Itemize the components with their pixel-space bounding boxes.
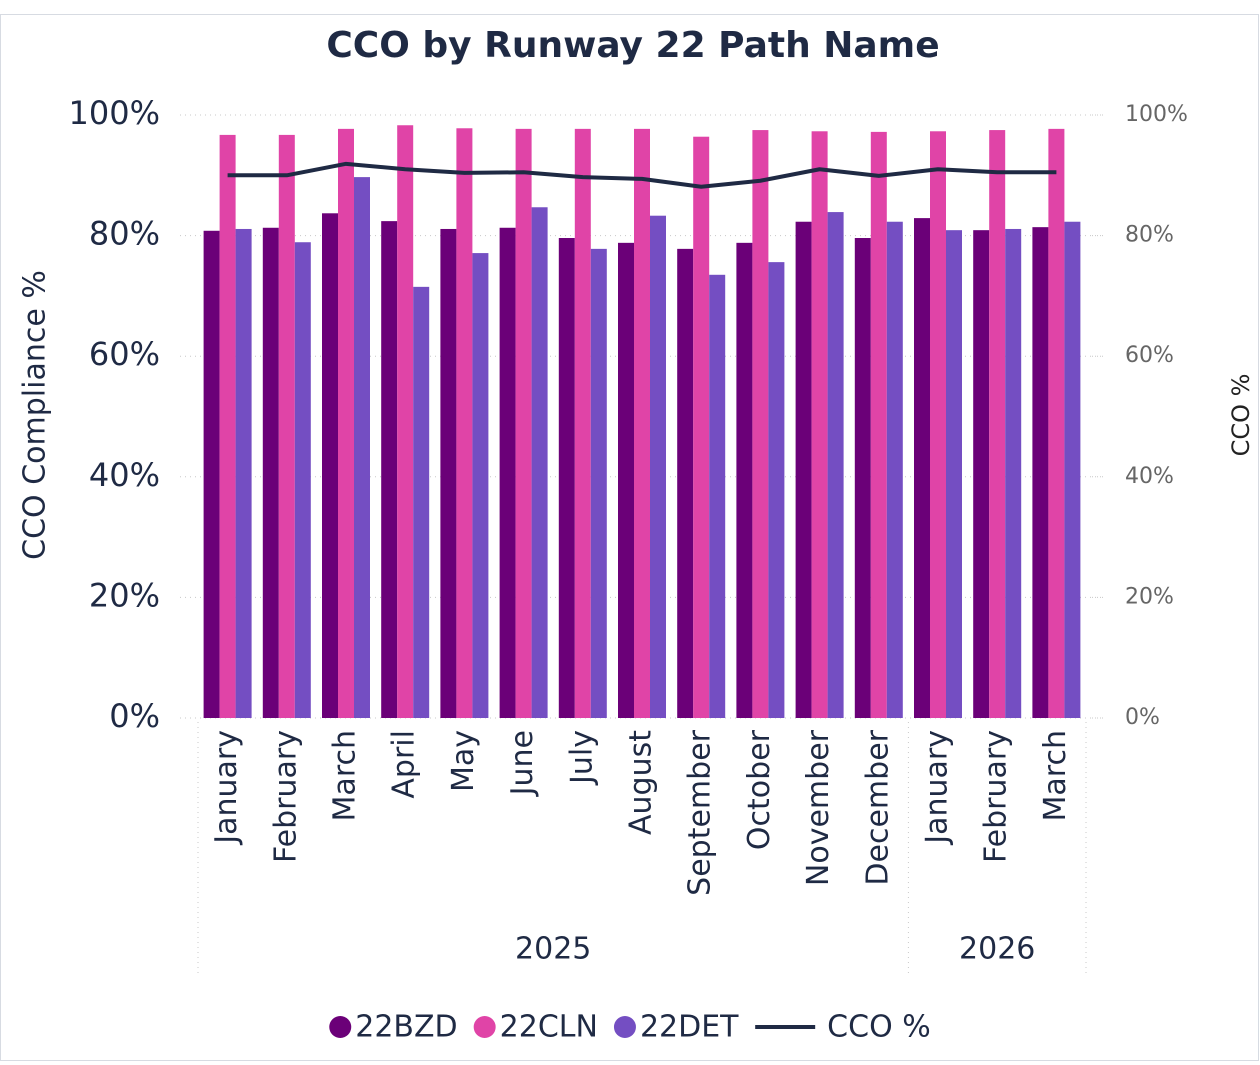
legend-label: 22BZD bbox=[355, 1010, 457, 1045]
x-tick-label: March bbox=[328, 730, 363, 821]
y2-tick-label: 60% bbox=[1125, 343, 1174, 368]
bar bbox=[930, 131, 946, 718]
legend-swatch bbox=[329, 1016, 352, 1038]
bar bbox=[634, 128, 650, 718]
bar bbox=[650, 215, 666, 719]
legend-label: CCO % bbox=[827, 1010, 931, 1045]
legend-swatch bbox=[473, 1016, 496, 1038]
bar bbox=[499, 227, 516, 719]
x-tick-label: April bbox=[387, 730, 422, 799]
bar bbox=[811, 131, 828, 718]
x-tick-label: January bbox=[209, 730, 244, 846]
legend-label: 22CLN bbox=[500, 1010, 598, 1045]
bar bbox=[472, 253, 489, 718]
bar bbox=[1048, 128, 1065, 718]
bar bbox=[1005, 228, 1022, 719]
x-tick-label: October bbox=[742, 729, 777, 850]
bar bbox=[736, 242, 753, 718]
bar bbox=[827, 212, 844, 718]
legend-item: 22CLN bbox=[473, 1010, 598, 1045]
y-tick-label: 40% bbox=[89, 456, 160, 494]
bar bbox=[515, 128, 532, 718]
legend-swatch bbox=[613, 1016, 636, 1038]
bar bbox=[618, 242, 634, 718]
bar bbox=[574, 128, 591, 718]
bar bbox=[1032, 227, 1049, 718]
y2-tick-label: 80% bbox=[1125, 223, 1174, 248]
bar bbox=[456, 128, 473, 719]
x-tick-label: June bbox=[505, 730, 540, 797]
chart-title: CCO by Runway 22 Path Name bbox=[326, 25, 939, 66]
bar bbox=[854, 238, 871, 718]
bar bbox=[989, 130, 1006, 718]
bar bbox=[946, 230, 962, 718]
bar bbox=[203, 230, 220, 718]
bar bbox=[338, 128, 354, 718]
bar bbox=[354, 177, 370, 718]
x-tick-label: March bbox=[1038, 730, 1073, 821]
bar bbox=[278, 134, 295, 719]
x-tick-label: December bbox=[860, 729, 895, 885]
bar bbox=[235, 228, 252, 719]
bar bbox=[914, 218, 930, 718]
bar bbox=[531, 207, 548, 718]
y2-tick-label: 20% bbox=[1125, 584, 1174, 609]
x-tick-label: August bbox=[624, 730, 659, 835]
y-tick-label: 0% bbox=[109, 697, 160, 735]
bar bbox=[973, 230, 990, 718]
x-tick-label: February bbox=[979, 730, 1014, 863]
bar bbox=[752, 130, 769, 718]
bar bbox=[768, 262, 785, 718]
x-tick-label: February bbox=[268, 730, 303, 863]
bar bbox=[381, 221, 398, 719]
y-tick-label: 20% bbox=[89, 576, 160, 614]
x-tick-label: November bbox=[801, 729, 836, 886]
bar bbox=[413, 286, 430, 718]
y2-tick-label: 0% bbox=[1125, 705, 1160, 730]
x-tick-label: September bbox=[683, 729, 718, 895]
bar bbox=[677, 248, 694, 718]
bar bbox=[886, 221, 903, 718]
legend-label: 22DET bbox=[640, 1010, 739, 1045]
legend-item: 22BZD bbox=[329, 1010, 458, 1045]
bar bbox=[870, 131, 887, 718]
bar bbox=[397, 125, 414, 719]
line bbox=[227, 161, 1057, 189]
bar bbox=[693, 136, 710, 718]
group-label: 2026 bbox=[959, 932, 1035, 967]
legend-item: CCO % bbox=[755, 1010, 931, 1045]
y-tick-label: 80% bbox=[89, 215, 160, 253]
bar bbox=[558, 238, 575, 718]
y2-tick-label: 40% bbox=[1125, 464, 1174, 489]
x-tick-label: January bbox=[920, 730, 955, 846]
y2-tick-label: 100% bbox=[1125, 102, 1188, 127]
y2-axis-title: CCO % bbox=[1227, 374, 1255, 457]
bar bbox=[440, 228, 457, 719]
bar bbox=[709, 274, 726, 718]
y-tick-label: 60% bbox=[89, 335, 160, 373]
group-label: 2025 bbox=[515, 932, 591, 967]
x-tick-label: May bbox=[446, 730, 481, 792]
x-tick-label: July bbox=[564, 730, 599, 786]
y-axis-title: CCO Compliance % bbox=[18, 270, 53, 560]
bar bbox=[294, 242, 311, 718]
legend-item: 22DET bbox=[613, 1010, 739, 1045]
bar bbox=[1064, 221, 1081, 718]
bar bbox=[322, 213, 338, 718]
bar bbox=[262, 227, 279, 719]
bar bbox=[590, 248, 607, 718]
bar bbox=[795, 221, 812, 718]
bar bbox=[219, 134, 236, 719]
y-tick-label: 100% bbox=[69, 94, 160, 132]
